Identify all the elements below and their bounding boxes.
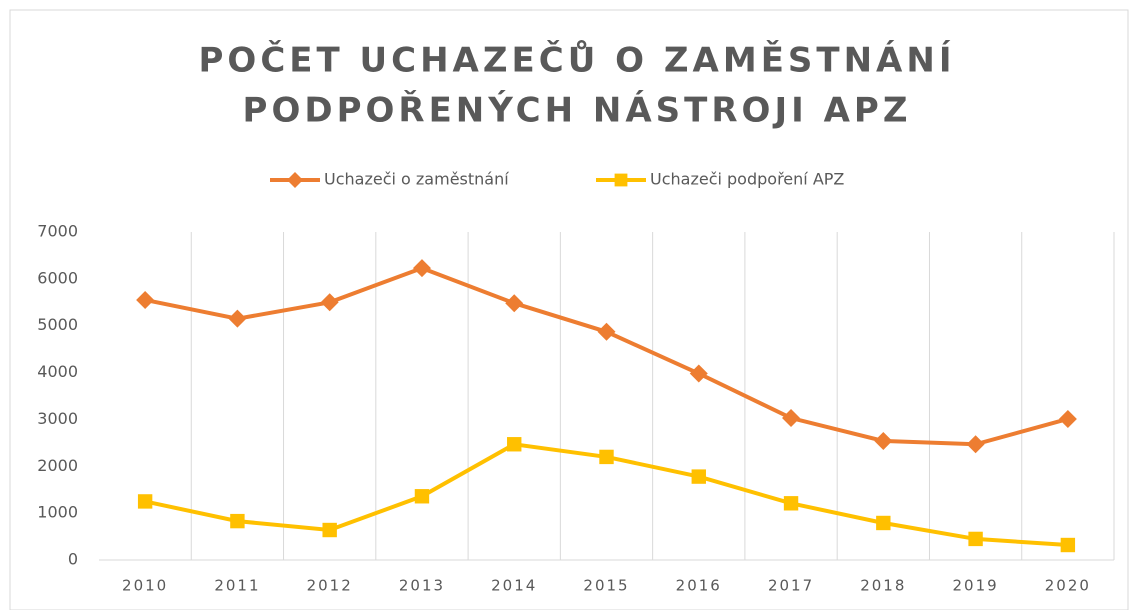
point [414, 489, 430, 504]
x-tick-label: 2010 [122, 577, 168, 595]
x-tick-label: 2020 [1045, 577, 1091, 595]
x-tick-label: 2019 [952, 577, 998, 595]
point [782, 409, 801, 428]
x-tick-label: 2015 [583, 577, 629, 595]
point [1058, 409, 1077, 428]
point [966, 435, 985, 454]
legend-marker [287, 172, 303, 188]
x-tick-label: 2017 [768, 577, 814, 595]
y-tick-label: 1000 [37, 503, 78, 522]
point [136, 290, 155, 309]
point [412, 259, 431, 278]
x-tick-label: 2014 [491, 577, 537, 595]
x-tick-label: 2011 [214, 577, 260, 595]
y-tick-label: 7000 [37, 222, 78, 241]
x-tick-label: 2013 [399, 577, 445, 595]
point [322, 522, 337, 538]
legend-label: Uchazeči o zaměstnání [324, 170, 509, 189]
x-tick-label: 2016 [676, 577, 722, 595]
y-tick-label: 6000 [37, 268, 78, 287]
legend-label: Uchazeči podpoření APZ [650, 170, 844, 189]
point [137, 494, 153, 509]
point [691, 469, 706, 484]
point [505, 294, 524, 313]
y-tick-label: 5000 [37, 315, 78, 334]
y-tick-label: 2000 [37, 456, 78, 475]
point [320, 293, 339, 312]
point [230, 513, 245, 529]
point [597, 322, 616, 341]
x-tick-label: 2018 [860, 577, 906, 595]
chart-title: POČET UCHAZEČŮ O ZAMĚSTNÁNÍ [199, 40, 956, 81]
point [689, 364, 708, 383]
point [783, 496, 799, 511]
y-tick-label: 4000 [37, 362, 78, 381]
y-tick-label: 0 [68, 550, 78, 569]
point [599, 449, 614, 465]
y-tick-label: 3000 [37, 409, 78, 428]
point [228, 309, 247, 328]
point [876, 515, 891, 531]
point [874, 431, 893, 450]
x-tick-label: 2012 [307, 577, 353, 595]
point [507, 437, 522, 452]
legend-marker [614, 173, 628, 187]
point [968, 531, 983, 547]
chart-title: PODPOŘENÝCH NÁSTROJI APZ [243, 90, 912, 131]
point [1060, 537, 1076, 553]
